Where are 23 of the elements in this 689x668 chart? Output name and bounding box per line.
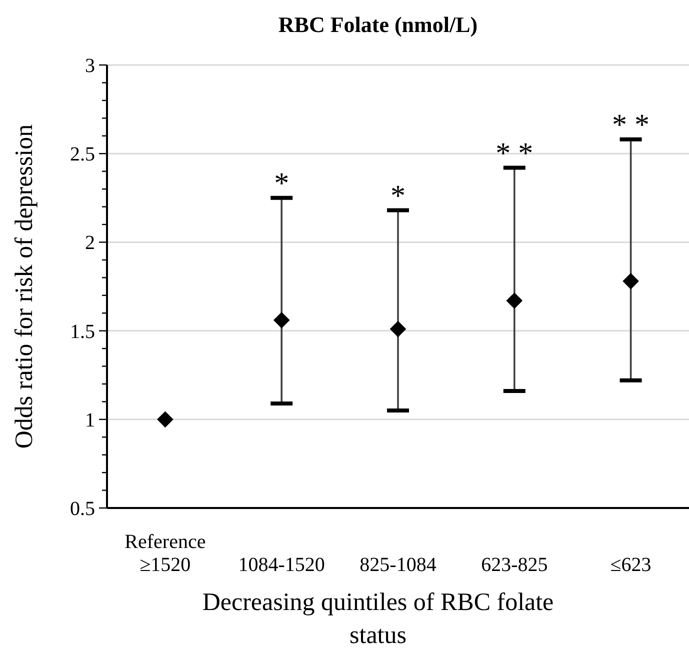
y-axis-title: Odds ratio for risk of depression — [11, 124, 38, 449]
point — [506, 292, 523, 309]
annotation: * * — [612, 108, 650, 142]
point — [390, 320, 406, 338]
x-tick-label: ≤623 — [610, 554, 652, 576]
x-tick-label: 825-1084 — [360, 554, 436, 576]
x-tick-label: 1084-1520 — [238, 554, 325, 576]
point — [157, 411, 174, 428]
x-tick-label: Reference ≥1520 — [124, 531, 206, 576]
annotation: * — [274, 166, 290, 200]
y-tick-label: 3 — [85, 55, 95, 77]
x-tick-label: 623-825 — [481, 554, 548, 576]
chart-title: RBC Folate (nmol/L) — [278, 12, 478, 37]
y-tick-label: 2.5 — [70, 144, 95, 166]
annotation: * * — [496, 136, 534, 170]
y-tick-label: 0.5 — [70, 498, 95, 520]
annotation: * — [390, 179, 406, 212]
point — [273, 312, 290, 328]
point — [622, 273, 639, 290]
y-tick-label: 1.5 — [70, 320, 95, 343]
y-tick-label: 1 — [85, 409, 95, 432]
y-tick-label: 2 — [85, 232, 95, 254]
x-axis-title: Decreasing quintiles of RBC folate status — [202, 589, 554, 649]
